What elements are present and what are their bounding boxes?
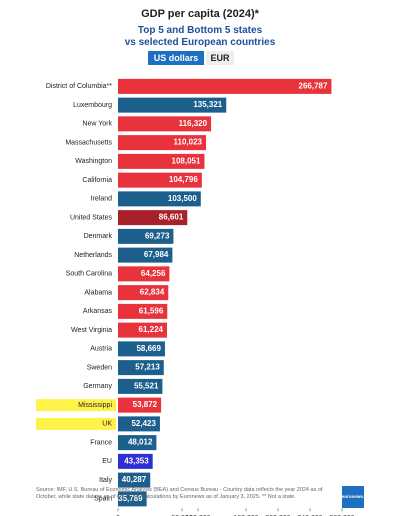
category-label: District of Columbia** — [46, 83, 112, 90]
toggle-label[interactable]: US dollars — [154, 53, 199, 63]
bar — [118, 491, 147, 507]
category-label: Sweden — [87, 364, 112, 371]
value-label: 266,787 — [299, 81, 328, 90]
label-highlight — [36, 399, 116, 412]
value-label: 43,353 — [124, 456, 149, 465]
bar — [118, 210, 188, 226]
value-label: 86,601 — [159, 213, 184, 222]
toggle-button[interactable] — [206, 51, 234, 65]
category-label: West Virginia — [71, 327, 112, 334]
bar — [118, 303, 168, 319]
bar — [118, 116, 212, 132]
value-label: 110,023 — [174, 138, 203, 147]
value-label: 108,051 — [172, 156, 201, 165]
category-label: Austria — [90, 346, 112, 353]
source-note: Source: IMF, U.S. Bureau of Economic Ana… — [36, 487, 323, 500]
value-label: 116,320 — [179, 119, 208, 128]
bar — [118, 397, 162, 413]
category-label: Mississippi — [78, 402, 112, 409]
bar — [118, 78, 332, 94]
subtitle: Top 5 and Bottom 5 states vs selected Eur… — [125, 25, 276, 48]
category-label: Denmark — [84, 233, 113, 240]
category-label: EU — [102, 458, 112, 465]
category-label: Netherlands — [74, 252, 112, 259]
category-label: Alabama — [84, 289, 112, 296]
category-label: New York — [82, 121, 112, 128]
toggle-button[interactable] — [148, 51, 204, 65]
value-label: 69,273 — [145, 231, 170, 240]
category-label: Italy — [99, 477, 112, 484]
category-label: Washington — [75, 158, 112, 165]
category-label: Germany — [83, 383, 112, 390]
value-label: 35,789 — [118, 494, 143, 503]
logo-box — [342, 486, 364, 508]
bar — [118, 360, 164, 376]
chart-title: GDP per capita (2024)* — [141, 8, 260, 20]
label-highlight — [36, 417, 116, 430]
value-label: 48,012 — [128, 438, 153, 447]
bar — [118, 416, 160, 432]
logo: euronews. — [342, 494, 364, 499]
category-label: California — [82, 177, 112, 184]
category-label: Arkansas — [83, 308, 113, 315]
value-label: 104,796 — [169, 175, 198, 184]
bar — [118, 472, 151, 488]
value-label: 55,521 — [134, 381, 159, 390]
category-label: France — [90, 439, 112, 446]
category-label: South Carolina — [66, 271, 112, 278]
bar — [118, 322, 167, 338]
value-label: 64,256 — [141, 269, 166, 278]
value-label: 52,423 — [131, 419, 156, 428]
bar — [118, 153, 205, 169]
category-label: Spain — [94, 496, 112, 503]
value-label: 135,321 — [193, 100, 222, 109]
bar — [118, 435, 157, 451]
value-label: 67,984 — [144, 250, 169, 259]
category-label: Luxembourg — [73, 102, 112, 109]
bar — [118, 135, 207, 151]
value-label: 62,834 — [140, 288, 165, 297]
category-label: UK — [102, 421, 112, 428]
bar — [118, 228, 174, 244]
value-label: 57,213 — [135, 363, 160, 372]
bar — [118, 191, 201, 207]
category-label: Massachusetts — [65, 139, 112, 146]
bar — [118, 172, 202, 188]
value-label: 58,669 — [136, 344, 161, 353]
bar — [118, 266, 170, 282]
value-label: 61,224 — [139, 325, 164, 334]
value-label: 40,287 — [122, 475, 147, 484]
value-label: 53,872 — [133, 400, 158, 409]
value-label: 103,500 — [168, 194, 197, 203]
bar — [118, 453, 153, 469]
bar — [118, 378, 163, 394]
bar — [118, 247, 173, 263]
bar — [118, 341, 165, 357]
category-label: United States — [70, 214, 113, 221]
bar — [118, 285, 169, 301]
bar — [118, 97, 227, 113]
value-label: 61,596 — [139, 306, 164, 315]
toggle-label[interactable]: EUR — [210, 53, 230, 63]
category-label: Ireland — [91, 196, 113, 203]
